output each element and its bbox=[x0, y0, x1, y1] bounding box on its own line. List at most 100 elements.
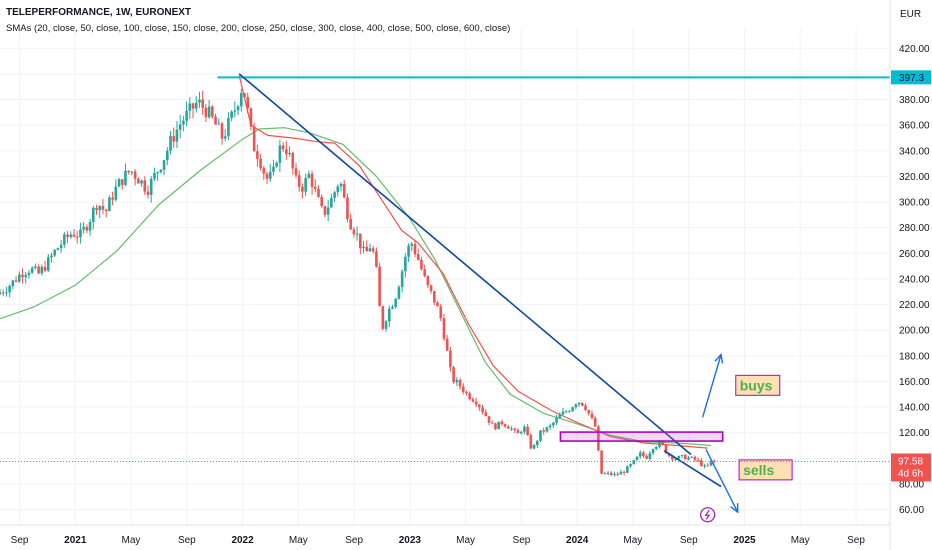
candle-body bbox=[72, 234, 76, 237]
candle-body bbox=[474, 401, 478, 405]
candle-body bbox=[346, 197, 349, 219]
candle-body bbox=[172, 136, 176, 142]
candle-body bbox=[590, 413, 594, 418]
candle-body bbox=[635, 456, 639, 461]
candle-body bbox=[629, 464, 632, 467]
candle-body bbox=[18, 274, 21, 282]
candle-body bbox=[82, 226, 85, 230]
candle-body bbox=[410, 243, 414, 246]
candle-body bbox=[532, 445, 536, 449]
candle-body bbox=[149, 178, 153, 195]
lightning-icon[interactable] bbox=[700, 507, 716, 523]
candle-body bbox=[535, 440, 539, 446]
price-axis[interactable]: 60.0080.00100.00120.00140.00160.00180.00… bbox=[889, 0, 932, 550]
candle-body bbox=[613, 473, 616, 475]
y-tick-label: 200.00 bbox=[899, 326, 930, 337]
candle-body bbox=[362, 246, 365, 249]
candle-body bbox=[355, 233, 359, 235]
candle-body bbox=[69, 234, 73, 237]
y-tick-label: 140.00 bbox=[899, 403, 930, 414]
candle-body bbox=[651, 449, 655, 454]
candle-body bbox=[561, 411, 565, 415]
candle-body bbox=[201, 99, 204, 108]
x-tick-label: Sep bbox=[513, 535, 531, 546]
y-tick-label: 80.00 bbox=[899, 479, 924, 490]
candle-body bbox=[638, 452, 642, 457]
sells-note: sells bbox=[743, 462, 774, 478]
x-tick-label: May bbox=[289, 535, 308, 546]
candle-body bbox=[21, 274, 24, 278]
current-price-label: 97.58 bbox=[898, 456, 923, 467]
indicator-legend[interactable]: SMAs (20, close, 50, close, 100, close, … bbox=[6, 23, 511, 34]
candle-body bbox=[223, 136, 227, 139]
candle-body bbox=[452, 367, 455, 383]
candle-body bbox=[539, 430, 542, 441]
x-tick-label: 2021 bbox=[64, 535, 87, 546]
time-axis[interactable]: Sep 2021 May Sep 2022 May Sep 2023 May Sep 2024 May… bbox=[0, 524, 890, 546]
candle-body bbox=[648, 453, 652, 459]
buy-arrow-head bbox=[714, 353, 724, 364]
candle-body bbox=[693, 456, 697, 460]
candle-body bbox=[5, 292, 8, 294]
candle-body bbox=[256, 151, 259, 159]
candle-body bbox=[387, 308, 391, 322]
candle-body bbox=[581, 402, 584, 406]
candle-body bbox=[143, 180, 147, 192]
candle-body bbox=[111, 197, 114, 200]
candle-body bbox=[478, 404, 481, 408]
x-tick-label: May bbox=[456, 535, 475, 546]
candle-body bbox=[378, 266, 381, 307]
candle-body bbox=[233, 110, 237, 112]
candle-body bbox=[24, 274, 28, 278]
candle-body bbox=[445, 338, 449, 351]
candle-body bbox=[603, 473, 607, 475]
candle-body bbox=[140, 180, 143, 184]
candle-body bbox=[259, 158, 262, 168]
candle-body bbox=[104, 209, 108, 212]
candle-body bbox=[461, 386, 465, 393]
candle-body bbox=[674, 458, 677, 460]
candle-body bbox=[490, 422, 494, 424]
y-tick-label: 160.00 bbox=[899, 377, 930, 388]
candle-body bbox=[690, 456, 693, 458]
x-tick-label: Sep bbox=[345, 535, 363, 546]
sells-note-bg bbox=[738, 459, 793, 481]
candle-body bbox=[497, 421, 500, 430]
sell-arrow bbox=[705, 449, 739, 513]
candle-body bbox=[449, 350, 452, 368]
candle-body bbox=[46, 257, 50, 271]
candle-body bbox=[564, 411, 568, 413]
candle-body bbox=[616, 473, 619, 475]
y-tick-label: 360.00 bbox=[899, 121, 930, 132]
candle-body bbox=[66, 234, 69, 237]
sell-arrow-head bbox=[730, 503, 739, 514]
candle-body bbox=[0, 292, 2, 295]
candle-body bbox=[214, 116, 217, 125]
candle-body bbox=[465, 392, 468, 394]
candle-body bbox=[294, 168, 298, 176]
candle-body bbox=[503, 424, 507, 427]
candle-body bbox=[416, 254, 420, 260]
candle-body bbox=[510, 428, 513, 430]
candle-body bbox=[220, 123, 224, 139]
drawings[interactable]: buys sells bbox=[0, 73, 890, 523]
candle-body bbox=[368, 248, 372, 252]
candle-body bbox=[95, 207, 98, 211]
candle-body bbox=[568, 411, 571, 413]
candle-body bbox=[703, 465, 706, 467]
candle-body bbox=[262, 167, 266, 174]
candle-body bbox=[207, 106, 211, 118]
candle-body bbox=[555, 417, 558, 423]
grid bbox=[0, 28, 890, 525]
candle-body bbox=[455, 379, 459, 383]
candle-body bbox=[664, 444, 668, 454]
candle-body bbox=[423, 269, 426, 277]
currency-label[interactable]: EUR bbox=[900, 9, 922, 20]
candle-body bbox=[59, 244, 63, 249]
candle-body bbox=[336, 186, 340, 193]
candle-body bbox=[124, 170, 127, 185]
candle-body bbox=[278, 145, 282, 163]
candle-body bbox=[487, 416, 491, 423]
candle-body bbox=[523, 426, 526, 432]
